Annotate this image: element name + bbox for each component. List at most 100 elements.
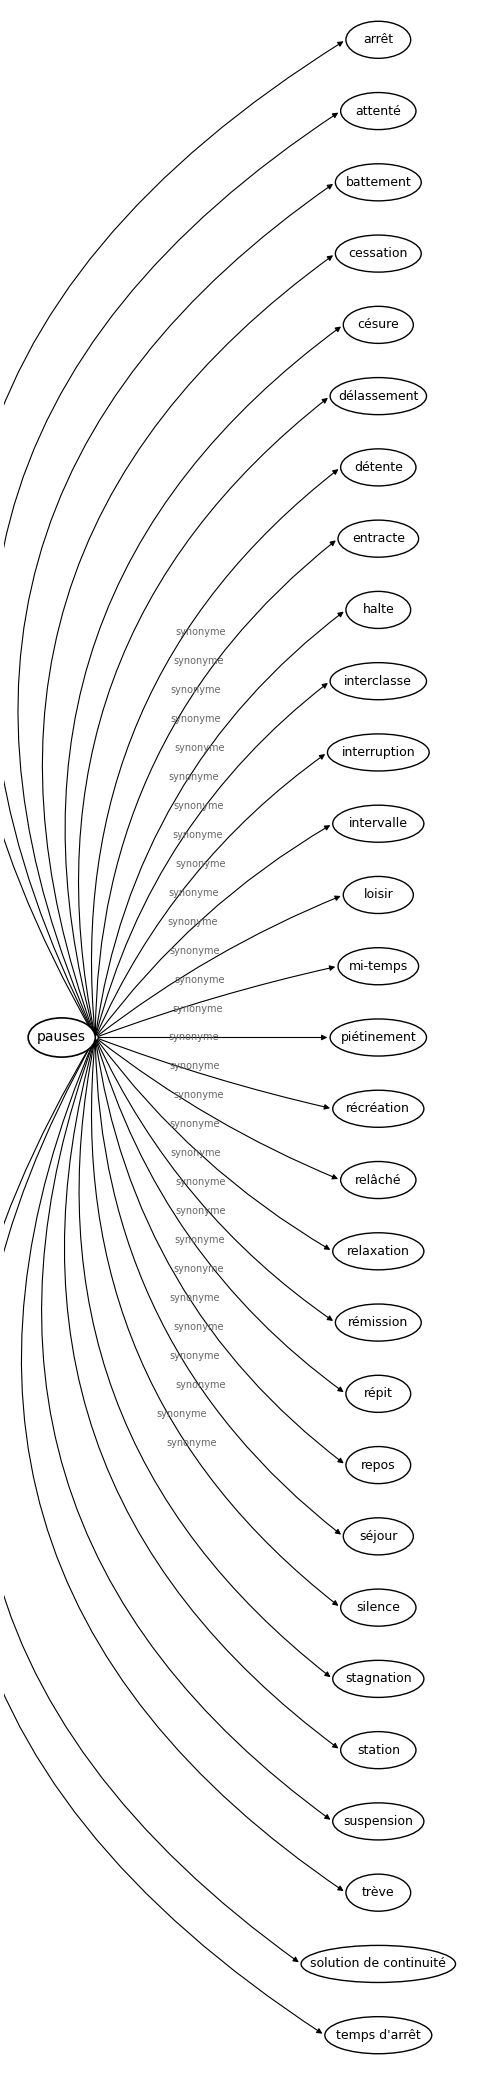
FancyArrowPatch shape bbox=[41, 1040, 329, 1820]
Ellipse shape bbox=[338, 521, 419, 558]
FancyArrowPatch shape bbox=[97, 1040, 329, 1249]
Text: synonyme: synonyme bbox=[174, 1235, 224, 1245]
Text: synonyme: synonyme bbox=[171, 685, 222, 695]
FancyArrowPatch shape bbox=[96, 612, 343, 1035]
Text: délassement: délassement bbox=[338, 390, 419, 403]
FancyArrowPatch shape bbox=[97, 1040, 332, 1320]
Ellipse shape bbox=[335, 164, 421, 201]
Ellipse shape bbox=[325, 2017, 432, 2054]
Ellipse shape bbox=[346, 591, 411, 629]
Text: mi-temps: mi-temps bbox=[349, 961, 408, 973]
Ellipse shape bbox=[341, 448, 416, 486]
Text: attenté: attenté bbox=[355, 104, 401, 118]
Text: synonyme: synonyme bbox=[175, 1206, 226, 1216]
Ellipse shape bbox=[327, 735, 429, 772]
Text: battement: battement bbox=[346, 176, 411, 189]
Ellipse shape bbox=[333, 805, 424, 842]
Ellipse shape bbox=[335, 234, 421, 272]
Ellipse shape bbox=[333, 1803, 424, 1841]
FancyArrowPatch shape bbox=[98, 1038, 329, 1108]
Ellipse shape bbox=[346, 21, 411, 58]
FancyArrowPatch shape bbox=[64, 1040, 337, 1747]
Text: synonyme: synonyme bbox=[170, 1351, 220, 1361]
FancyArrowPatch shape bbox=[42, 255, 332, 1035]
Text: station: station bbox=[357, 1743, 400, 1758]
Text: synonyme: synonyme bbox=[170, 946, 220, 957]
Text: synonyme: synonyme bbox=[171, 1147, 222, 1158]
Text: synonyme: synonyme bbox=[173, 1322, 224, 1332]
Text: césure: césure bbox=[357, 317, 399, 332]
Text: temps d'arrêt: temps d'arrêt bbox=[336, 2029, 421, 2042]
FancyArrowPatch shape bbox=[65, 328, 340, 1035]
Ellipse shape bbox=[341, 1589, 416, 1627]
Text: trève: trève bbox=[362, 1886, 395, 1899]
Text: synonyme: synonyme bbox=[171, 714, 222, 724]
FancyArrowPatch shape bbox=[96, 1040, 343, 1463]
Ellipse shape bbox=[346, 1874, 411, 1911]
FancyArrowPatch shape bbox=[0, 1040, 322, 2034]
Ellipse shape bbox=[338, 948, 419, 986]
FancyArrowPatch shape bbox=[91, 469, 338, 1035]
Text: synonyme: synonyme bbox=[170, 1062, 220, 1071]
Text: synonyme: synonyme bbox=[169, 772, 219, 782]
Text: halte: halte bbox=[363, 604, 394, 616]
Ellipse shape bbox=[333, 1233, 424, 1270]
Text: synonyme: synonyme bbox=[175, 627, 226, 637]
Text: synonyme: synonyme bbox=[175, 859, 226, 869]
Text: interclasse: interclasse bbox=[345, 674, 412, 687]
FancyArrowPatch shape bbox=[97, 826, 329, 1035]
Ellipse shape bbox=[346, 1446, 411, 1484]
Text: arrêt: arrêt bbox=[363, 33, 393, 46]
FancyArrowPatch shape bbox=[98, 965, 334, 1038]
Ellipse shape bbox=[330, 378, 427, 415]
Text: synonyme: synonyme bbox=[173, 1089, 224, 1100]
Ellipse shape bbox=[343, 1517, 413, 1554]
Text: synonyme: synonyme bbox=[173, 656, 224, 666]
Text: entracte: entracte bbox=[352, 531, 405, 546]
Text: relaxation: relaxation bbox=[347, 1245, 410, 1257]
Text: silence: silence bbox=[356, 1602, 400, 1614]
Text: détente: détente bbox=[354, 461, 403, 473]
Ellipse shape bbox=[28, 1019, 95, 1056]
Text: rémission: rémission bbox=[348, 1316, 408, 1330]
FancyArrowPatch shape bbox=[91, 1040, 338, 1606]
Text: synonyme: synonyme bbox=[172, 1004, 223, 1013]
Ellipse shape bbox=[341, 1162, 416, 1199]
Ellipse shape bbox=[330, 662, 427, 699]
Ellipse shape bbox=[341, 93, 416, 129]
Text: loisir: loisir bbox=[364, 888, 393, 901]
Text: synonyme: synonyme bbox=[166, 1438, 217, 1448]
Ellipse shape bbox=[343, 307, 413, 342]
FancyArrowPatch shape bbox=[96, 1040, 343, 1392]
Ellipse shape bbox=[343, 876, 413, 913]
FancyArrowPatch shape bbox=[0, 42, 343, 1035]
Ellipse shape bbox=[333, 1089, 424, 1127]
Text: récréation: récréation bbox=[346, 1102, 410, 1114]
Ellipse shape bbox=[335, 1303, 421, 1340]
FancyArrowPatch shape bbox=[97, 755, 324, 1035]
FancyArrowPatch shape bbox=[95, 542, 335, 1035]
FancyArrowPatch shape bbox=[0, 114, 337, 1035]
Text: repos: repos bbox=[361, 1459, 396, 1471]
Text: solution de continuité: solution de continuité bbox=[310, 1957, 446, 1971]
Text: relâché: relâché bbox=[355, 1174, 402, 1187]
Text: synonyme: synonyme bbox=[175, 1380, 226, 1390]
FancyArrowPatch shape bbox=[18, 185, 332, 1035]
Text: synonyme: synonyme bbox=[170, 1293, 220, 1303]
Text: suspension: suspension bbox=[344, 1816, 413, 1828]
Text: synonyme: synonyme bbox=[157, 1409, 207, 1419]
Text: pauses: pauses bbox=[37, 1031, 86, 1044]
Text: synonyme: synonyme bbox=[174, 743, 224, 753]
FancyArrowPatch shape bbox=[96, 683, 327, 1035]
FancyArrowPatch shape bbox=[79, 398, 327, 1035]
Ellipse shape bbox=[341, 1733, 416, 1768]
Text: cessation: cessation bbox=[348, 247, 408, 259]
Text: intervalle: intervalle bbox=[349, 818, 408, 830]
Text: synonyme: synonyme bbox=[172, 830, 223, 840]
Text: synonyme: synonyme bbox=[167, 917, 218, 928]
Ellipse shape bbox=[333, 1660, 424, 1697]
FancyArrowPatch shape bbox=[98, 1035, 326, 1040]
Text: répit: répit bbox=[364, 1388, 393, 1401]
Text: piétinement: piétinement bbox=[341, 1031, 416, 1044]
Text: synonyme: synonyme bbox=[173, 801, 224, 811]
